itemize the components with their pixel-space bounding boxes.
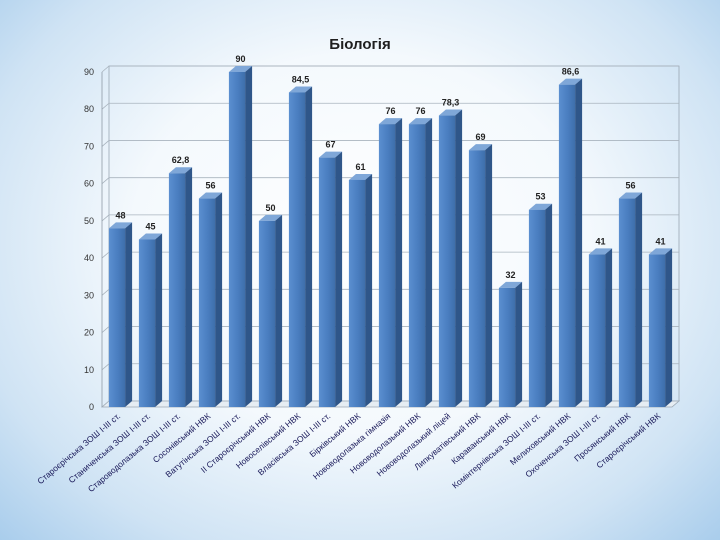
data-label: 69 <box>475 132 485 142</box>
data-label: 32 <box>505 270 515 280</box>
y-tick-label: 60 <box>84 179 94 189</box>
data-label: 41 <box>595 236 605 246</box>
bar <box>258 214 283 407</box>
bar <box>228 66 253 407</box>
bar <box>498 281 523 407</box>
bar <box>438 109 463 408</box>
category-labels: Староєрічська ЗОШ І-ІІІ ст.Станиченська … <box>35 411 662 494</box>
data-label: 61 <box>355 162 365 172</box>
bar <box>168 167 193 407</box>
data-label: 90 <box>235 54 245 64</box>
data-label: 76 <box>415 106 425 116</box>
data-label: 67 <box>325 140 335 150</box>
bar <box>108 222 133 407</box>
bar <box>138 233 163 407</box>
y-tick-label: 0 <box>89 402 94 412</box>
data-label: 56 <box>625 181 635 191</box>
bar <box>648 248 673 407</box>
data-label: 50 <box>265 203 275 213</box>
bar <box>198 192 223 407</box>
data-label: 45 <box>145 222 155 232</box>
bar <box>588 248 613 407</box>
data-label: 62,8 <box>172 155 190 165</box>
gridline <box>101 140 679 147</box>
category-label: Бірківський НВК <box>307 411 362 459</box>
bar <box>558 78 583 408</box>
data-label: 41 <box>655 236 665 246</box>
bar <box>378 118 403 407</box>
data-label: 84,5 <box>292 74 310 84</box>
bar <box>528 203 553 407</box>
chart-title: Біологія <box>329 36 391 53</box>
data-label: 76 <box>385 106 395 116</box>
bar <box>618 192 643 407</box>
bar <box>318 151 343 407</box>
bar <box>288 86 313 407</box>
data-label: 78,3 <box>442 98 460 108</box>
y-tick-label: 40 <box>84 253 94 263</box>
bar <box>408 118 433 407</box>
data-label: 86,6 <box>562 67 580 77</box>
bars <box>108 66 673 408</box>
y-axis: 0 10 20 30 40 50 60 70 80 90 <box>84 67 103 412</box>
gridline <box>101 102 679 110</box>
y-tick-label: 70 <box>84 141 94 151</box>
y-tick-label: 10 <box>84 365 94 375</box>
y-tick-label: 80 <box>84 104 94 114</box>
gridline <box>101 65 679 73</box>
y-tick-label: 30 <box>84 290 94 300</box>
data-label: 48 <box>115 210 125 220</box>
data-label: 56 <box>205 181 215 191</box>
bar <box>468 144 493 407</box>
data-label: 53 <box>535 192 545 202</box>
y-tick-label: 50 <box>84 216 94 226</box>
y-tick-label: 20 <box>84 328 94 338</box>
bar <box>348 173 373 407</box>
y-tick-label: 90 <box>84 67 94 77</box>
data-labels: 48 45 62,8 56 90 50 84,5 67 61 76 76 78,3 69 32 53 86,6… <box>115 54 665 280</box>
